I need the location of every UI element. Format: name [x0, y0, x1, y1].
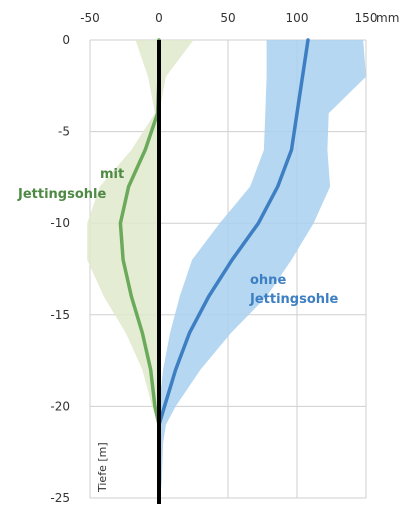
band-ohne-jettingsohle	[159, 40, 366, 498]
x-tick-labels: -50 0 50 100 150	[80, 11, 377, 25]
annotation-ohne-line2: Jettingsohle	[249, 292, 338, 307]
y-tick--10: -10	[50, 216, 70, 230]
x-unit-label: mm	[376, 11, 399, 25]
x-tick-50: 50	[220, 11, 235, 25]
y-axis-label: Tiefe [m]	[96, 442, 109, 493]
band-mit-jettingsohle	[87, 40, 194, 498]
annotation-mit-line2: Jettingsohle	[17, 187, 106, 202]
y-tick-0: 0	[62, 33, 70, 47]
y-tick--5: -5	[58, 125, 70, 139]
x-tick--50: -50	[80, 11, 100, 25]
y-tick-labels: 0 -5 -10 -15 -20 -25	[50, 33, 70, 505]
x-tick-100: 100	[286, 11, 309, 25]
x-tick-150: 150	[355, 11, 378, 25]
x-tick-0: 0	[155, 11, 163, 25]
bands	[87, 40, 366, 498]
y-tick--15: -15	[50, 308, 70, 322]
y-tick--25: -25	[50, 491, 70, 505]
annotation-mit-line1: mit	[100, 167, 124, 182]
y-tick--20: -20	[50, 399, 70, 413]
annotation-ohne-line1: ohne	[250, 273, 286, 288]
